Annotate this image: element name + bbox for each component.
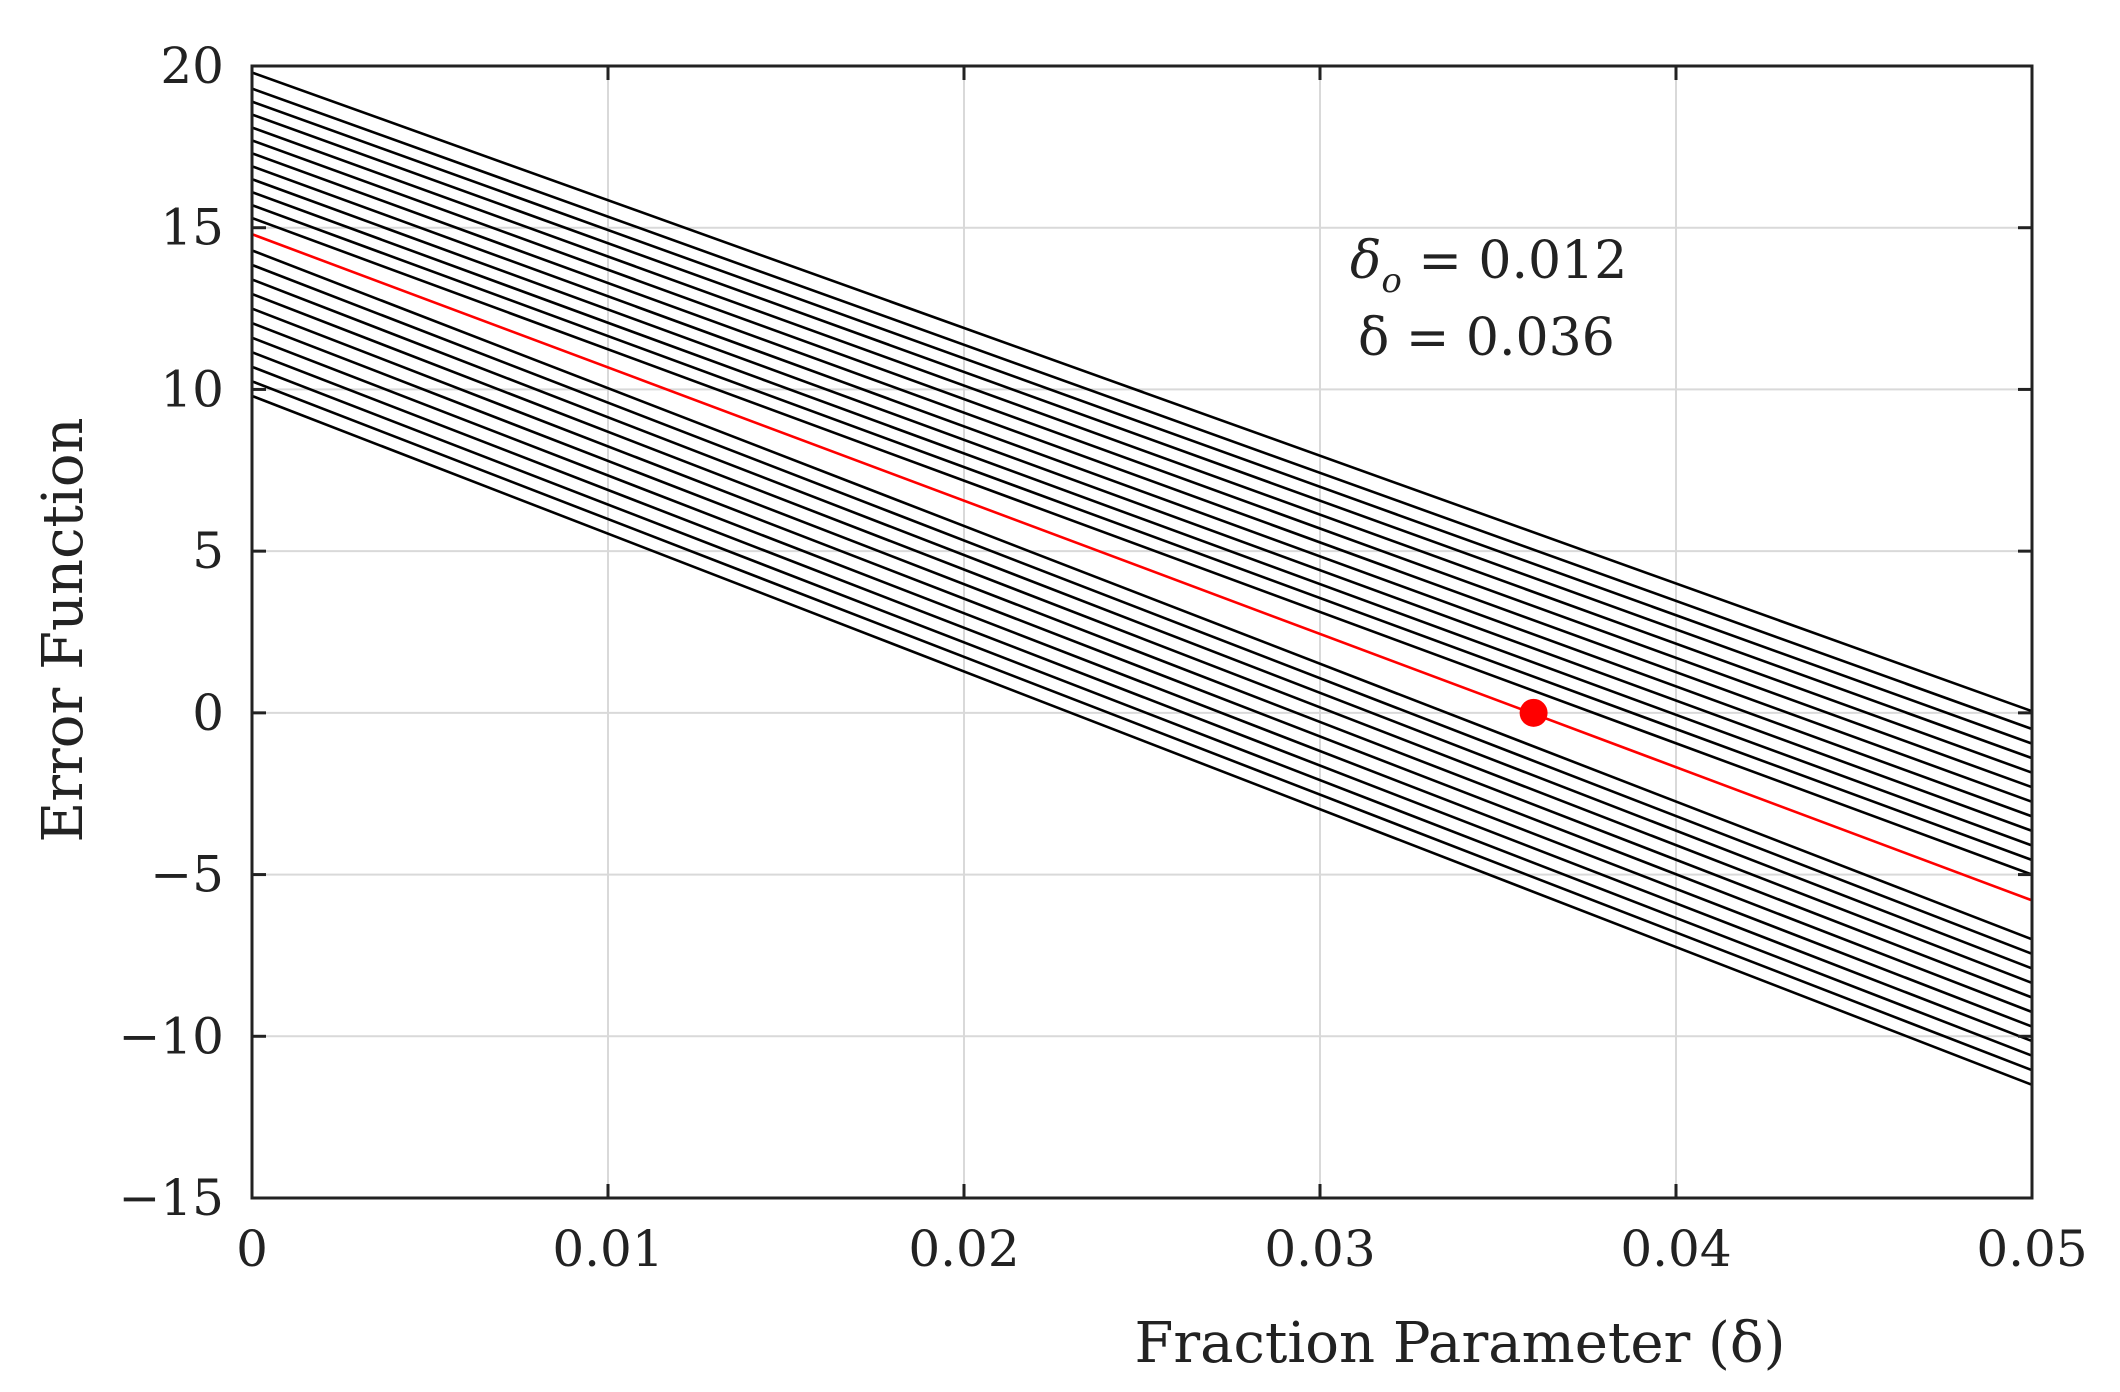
series-line-curve-07 [251, 307, 2033, 999]
marker-layer [1519, 698, 1548, 727]
annotation-delta-symbol: δ [1350, 231, 1381, 291]
series-line-curve-04 [251, 350, 2033, 1043]
y-tick-label: 20 [160, 37, 224, 95]
annotation-subscript: o [1381, 261, 1401, 301]
x-axis-label: Fraction Parameter (δ) [1135, 1311, 1786, 1376]
series-line-curve-02 [251, 380, 2033, 1072]
y-tick-label: −15 [118, 1169, 224, 1227]
series-line-curve-01 [251, 394, 2033, 1087]
series-line-curve-18 [251, 152, 2033, 804]
y-axis-label: Error Function [31, 417, 96, 842]
solution-marker [1519, 698, 1548, 727]
series-lines [251, 71, 2033, 1087]
x-tick-label: 0.04 [1620, 1220, 1731, 1278]
y-tick-labels: −15 −10 −5 0 5 10 15 20 [118, 37, 224, 1227]
series-line-curve-15 [251, 190, 2033, 847]
y-tick-label: 10 [160, 360, 224, 418]
y-tick-label: −5 [150, 846, 224, 904]
series-line-curve-highlight [251, 232, 2033, 902]
tick-marks [250, 64, 2034, 1200]
series-line-curve-14 [251, 203, 2033, 862]
series-line-curve-06 [251, 321, 2033, 1014]
y-tick-label: 5 [192, 522, 224, 580]
annotation-delta-o: δo = 0.012 [1350, 231, 1627, 301]
series-line-curve-19 [251, 139, 2033, 789]
annotation-delta-o-value: = 0.012 [1402, 231, 1628, 291]
series-line-curve-05 [251, 336, 2033, 1028]
series-line-curve-20 [251, 126, 2033, 774]
x-tick-label: 0.03 [1264, 1220, 1375, 1278]
series-line-curve-13 [251, 216, 2033, 876]
x-tick-label: 0 [236, 1220, 268, 1278]
x-tick-label: 0.05 [1976, 1220, 2087, 1278]
series-line-curve-21 [251, 113, 2033, 760]
series-line-curve-16 [251, 177, 2033, 833]
series-line-curve-09 [251, 278, 2033, 970]
series-line-curve-23 [251, 87, 2033, 731]
annotation-delta: δ = 0.036 [1358, 308, 1615, 368]
x-tick-labels: 0 0.01 0.02 0.03 0.04 0.05 [236, 1220, 2088, 1278]
series-line-curve-22 [251, 100, 2033, 745]
series-line-curve-17 [251, 165, 2033, 818]
y-tick-label: 15 [160, 199, 224, 257]
x-tick-label: 0.02 [908, 1220, 1019, 1278]
plot-frame [250, 64, 2034, 1200]
series-line-curve-10 [251, 263, 2033, 956]
series-line-curve-24 [251, 71, 2033, 713]
y-tick-label: 0 [192, 684, 224, 742]
x-tick-label: 0.01 [552, 1220, 663, 1278]
series-line-curve-03 [251, 365, 2033, 1057]
series-line-curve-08 [251, 292, 2033, 985]
y-tick-label: −10 [118, 1007, 224, 1065]
series-line-curve-11 [251, 249, 2033, 941]
